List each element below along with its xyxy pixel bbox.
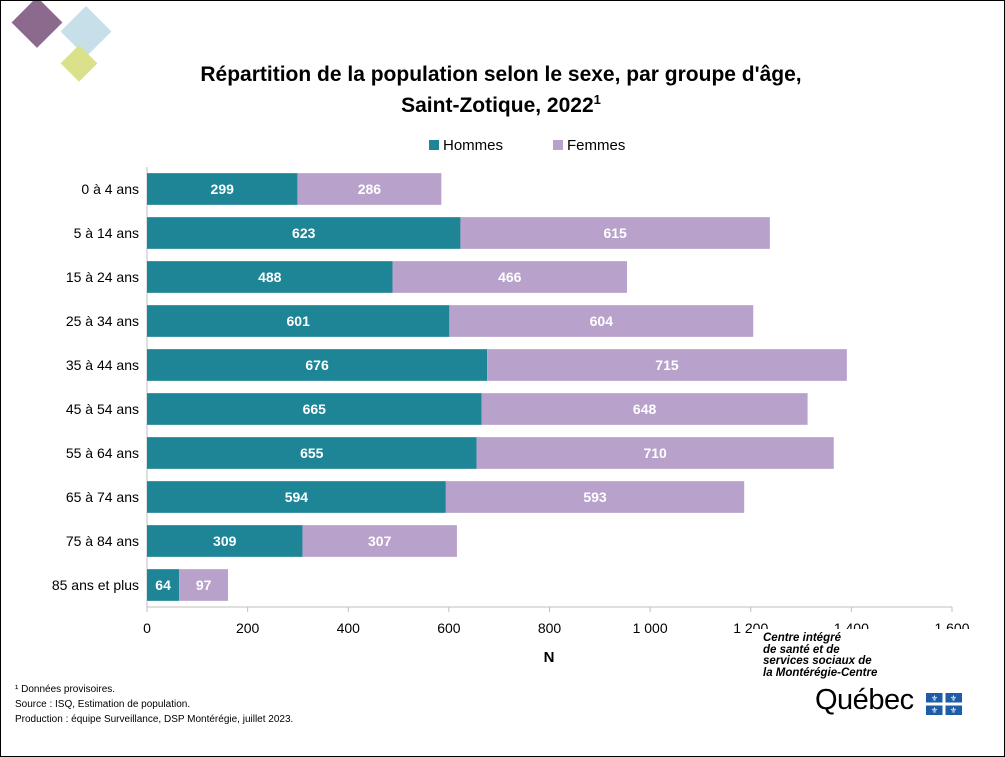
- organization-logo: Centre intégré de santé et de services s…: [753, 629, 969, 721]
- data-label: 286: [358, 181, 382, 197]
- bar-femmes: [179, 569, 229, 601]
- bar-femmes: [297, 173, 442, 205]
- bar-hommes: [147, 569, 180, 601]
- x-tick-label: 0: [143, 620, 151, 636]
- chart: Répartition de la population selon le se…: [52, 63, 970, 666]
- footnotes: ¹ Données provisoires. Source : ISQ, Est…: [15, 682, 293, 727]
- x-tick-label: 600: [437, 620, 461, 636]
- data-label: 601: [287, 313, 311, 329]
- chart-title-superscript: 1: [594, 92, 601, 107]
- footnote-provisional: ¹ Données provisoires.: [15, 684, 116, 695]
- category-label: 25 à 34 ans: [66, 313, 139, 329]
- legend: Hommes Femmes: [429, 137, 625, 154]
- organization-name-line: services sociaux de: [763, 655, 872, 667]
- legend-swatch: [429, 140, 439, 150]
- category-label: 85 ans et plus: [52, 577, 139, 593]
- bars: 299 286 623 615 488 466 601 604 676 715 665 648 655 7…: [147, 173, 847, 601]
- organization-name-line: Centre intégré: [763, 632, 841, 644]
- data-label: 309: [213, 533, 237, 549]
- x-tick-label: 400: [337, 620, 361, 636]
- legend-entry: Femmes: [553, 137, 625, 154]
- bar-hommes: [147, 393, 482, 425]
- data-label: 648: [633, 401, 657, 417]
- data-label: 97: [196, 577, 212, 593]
- data-label: 594: [285, 489, 309, 505]
- x-tick-label: 200: [236, 620, 260, 636]
- data-label: 488: [258, 269, 282, 285]
- bar-femmes: [460, 217, 770, 249]
- x-tick-label: 800: [538, 620, 562, 636]
- category-labels: 0 à 4 ans 5 à 14 ans 15 à 24 ans 25 à 34 an…: [52, 181, 139, 593]
- category-label: 55 à 64 ans: [66, 445, 139, 461]
- data-label: 307: [368, 533, 392, 549]
- bar-hommes: [147, 305, 450, 337]
- deco-diamond-purple: [11, 1, 63, 48]
- data-label: 615: [603, 225, 627, 241]
- organization-name-line: de santé et de: [763, 643, 840, 656]
- x-tick-label: 1 000: [633, 620, 668, 636]
- data-label: 715: [655, 357, 679, 373]
- organization-name: Centre intégré de santé et de services s…: [763, 632, 923, 679]
- legend-label: Hommes: [443, 137, 503, 154]
- data-label: 623: [292, 225, 316, 241]
- data-label: 710: [643, 445, 667, 461]
- data-label: 299: [211, 181, 235, 197]
- data-label: 64: [155, 577, 171, 593]
- footnote-production: Production : équipe Surveillance, DSP Mo…: [15, 714, 294, 725]
- bar-femmes: [449, 305, 754, 337]
- data-label: 593: [583, 489, 607, 505]
- category-label: 0 à 4 ans: [81, 181, 139, 197]
- bar-femmes: [476, 437, 834, 469]
- bar-femmes: [487, 349, 847, 381]
- bar-hommes: [147, 261, 393, 293]
- svg-text:⚜: ⚜: [931, 706, 938, 715]
- category-label: 15 à 24 ans: [66, 269, 139, 285]
- x-axis-title: N: [544, 649, 555, 666]
- quebec-wordmark: Québec: [815, 684, 914, 716]
- svg-text:⚜: ⚜: [950, 706, 957, 715]
- data-label: 466: [498, 269, 522, 285]
- bar-hommes: [147, 173, 298, 205]
- bar-femmes: [392, 261, 627, 293]
- category-label: 75 à 84 ans: [66, 533, 139, 549]
- category-label: 45 à 54 ans: [66, 401, 139, 417]
- svg-text:⚜: ⚜: [931, 694, 938, 703]
- bar-hommes: [147, 481, 446, 513]
- chart-title: Répartition de la population selon le se…: [200, 63, 801, 117]
- bar-hommes: [147, 525, 303, 557]
- bar-femmes: [302, 525, 457, 557]
- category-label: 5 à 14 ans: [74, 225, 139, 241]
- data-label: 676: [305, 357, 329, 373]
- bar-femmes: [481, 393, 808, 425]
- legend-label: Femmes: [567, 137, 625, 154]
- footnote-source: Source : ISQ, Estimation de population.: [15, 699, 191, 710]
- bar-femmes: [445, 481, 745, 513]
- data-label: 604: [590, 313, 614, 329]
- category-label: 65 à 74 ans: [66, 489, 139, 505]
- organization-name-line: la Montérégie-Centre: [763, 666, 878, 679]
- chart-title-line-2: Saint-Zotique, 20221: [401, 92, 601, 117]
- legend-swatch: [553, 140, 563, 150]
- legend-entry: Hommes: [429, 137, 503, 154]
- bar-hommes: [147, 437, 477, 469]
- data-label: 655: [300, 445, 324, 461]
- chart-title-line-1: Répartition de la population selon le se…: [200, 63, 801, 86]
- decorative-diamonds: [11, 1, 112, 82]
- bar-hommes: [147, 217, 461, 249]
- bar-hommes: [147, 349, 488, 381]
- data-label: 665: [303, 401, 327, 417]
- chart-title-line-2-text: Saint-Zotique, 2022: [401, 94, 594, 117]
- fleur-de-lis-flag-icon: ⚜ ⚜ ⚜ ⚜: [926, 693, 962, 715]
- category-label: 35 à 44 ans: [66, 357, 139, 373]
- svg-text:⚜: ⚜: [950, 694, 957, 703]
- deco-diamond-blue: [60, 6, 112, 57]
